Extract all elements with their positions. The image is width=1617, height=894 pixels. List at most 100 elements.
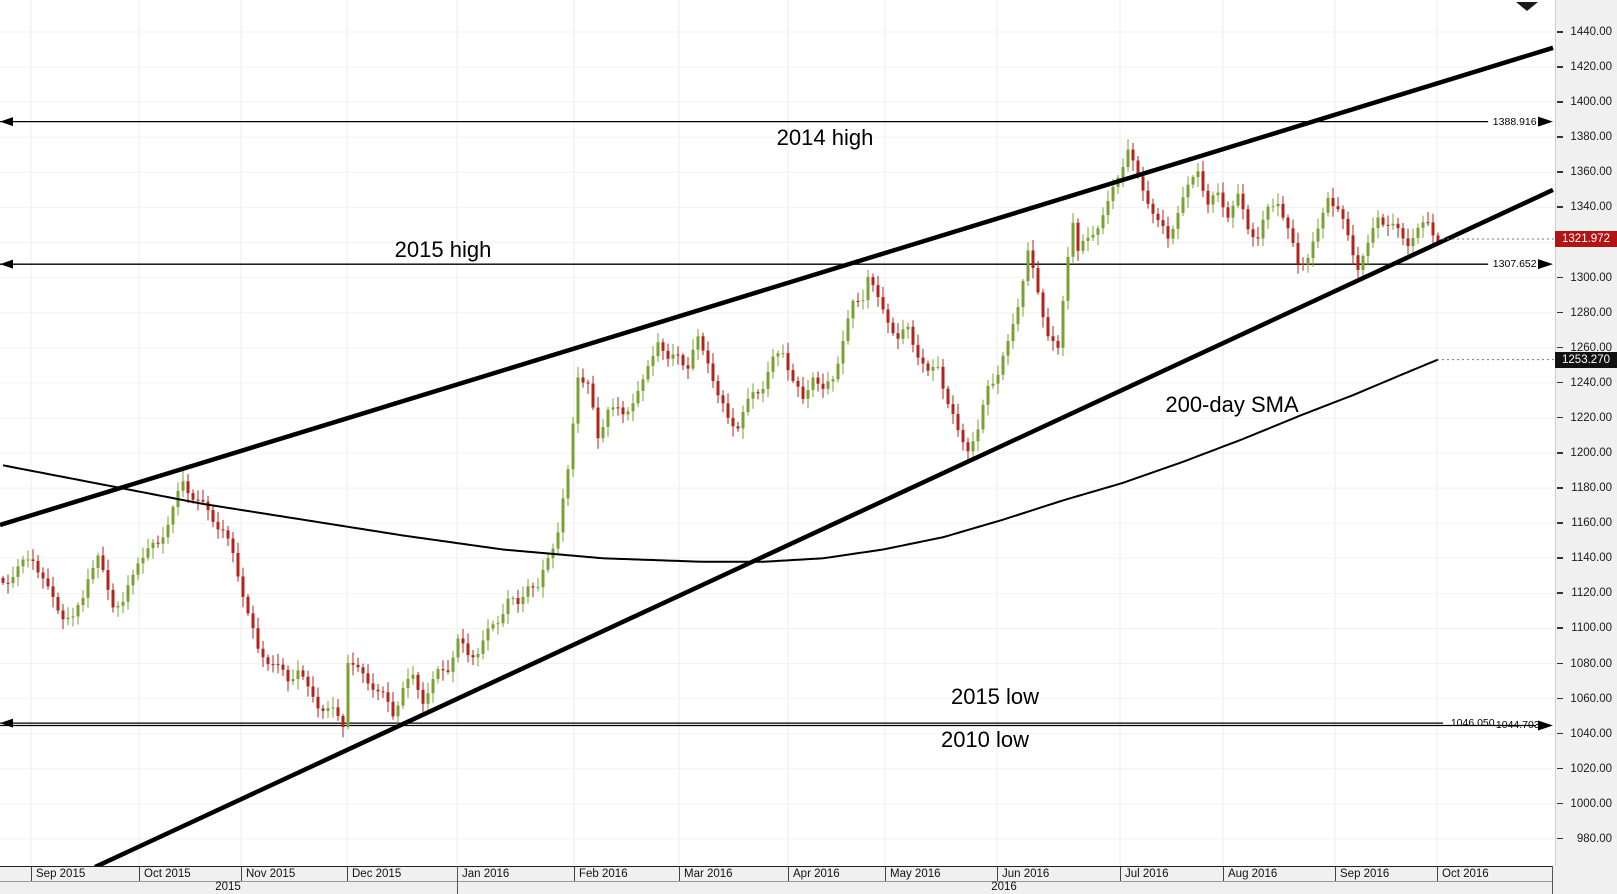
month-tick — [788, 867, 789, 881]
month-label: Oct 2015 — [144, 868, 191, 880]
tick-mark — [1557, 557, 1563, 559]
price-tick: 1160.00 — [1556, 517, 1617, 529]
level-price-label: 1044.703 — [1495, 719, 1540, 732]
current-price-badge: 1321.972 — [1555, 231, 1617, 248]
month-tick — [347, 867, 348, 881]
price-tick: 1420.00 — [1556, 61, 1617, 73]
month-tick — [31, 867, 32, 881]
price-tick: 1120.00 — [1556, 587, 1617, 599]
tick-mark — [1557, 487, 1563, 489]
month-label: Nov 2015 — [246, 868, 296, 880]
tick-mark — [1557, 837, 1563, 840]
tick-mark — [1557, 381, 1563, 384]
price-tick: 1180.00 — [1556, 482, 1617, 494]
price-tick-label: 1440.00 — [1570, 26, 1612, 38]
annotation-2015-low: 2015 low — [950, 684, 1040, 710]
price-tick-label: 1280.00 — [1570, 306, 1612, 319]
price-tick-label: 1360.00 — [1570, 166, 1612, 179]
price-tick-label: 1000.00 — [1570, 797, 1612, 810]
tick-mark — [1557, 346, 1563, 349]
month-tick — [139, 867, 140, 881]
year-label: 2016 — [991, 881, 1017, 893]
month-tick — [885, 867, 886, 881]
current-price-badge: 1253.270 — [1555, 351, 1617, 368]
price-tick: 1300.00 — [1556, 272, 1617, 284]
axis-right-divider — [1552, 866, 1553, 894]
time-axis-years: 2015 2016 — [0, 881, 1552, 894]
tick-mark — [1557, 662, 1563, 665]
price-tick-label: 1420.00 — [1570, 61, 1612, 74]
price-tick-label: 1400.00 — [1570, 96, 1612, 109]
tick-mark — [1557, 31, 1563, 33]
price-tick-label: 980.00 — [1576, 832, 1612, 845]
level-price-label: 1307.652 — [1492, 258, 1537, 271]
price-tick-label: 1220.00 — [1570, 411, 1612, 424]
month-label: Aug 2016 — [1228, 868, 1278, 880]
month-tick — [574, 867, 575, 881]
year-divider — [457, 866, 458, 894]
price-tick: 1360.00 — [1556, 166, 1617, 178]
level-price-label: 1388.916 — [1492, 115, 1537, 128]
price-tick: 1040.00 — [1556, 728, 1617, 740]
month-tick — [1437, 867, 1438, 881]
tick-mark — [1557, 416, 1563, 419]
chart-plot-area[interactable]: 1388.916 1307.652 1046.050 1044.703 2014 hig… — [0, 0, 1555, 866]
tick-mark — [1557, 452, 1563, 454]
annotation-2015-high: 2015 high — [394, 237, 492, 263]
tick-mark — [1557, 697, 1563, 700]
axis-corner — [1552, 866, 1617, 894]
month-label: Jul 2016 — [1125, 868, 1169, 880]
month-label: Sep 2016 — [1340, 868, 1390, 880]
price-tick: 1380.00 — [1556, 131, 1617, 143]
month-label: Mar 2016 — [684, 868, 733, 880]
price-tick: 980.00 — [1556, 833, 1617, 845]
price-tick-label: 1140.00 — [1571, 552, 1612, 565]
month-label: Feb 2016 — [579, 868, 628, 880]
tick-mark — [1557, 522, 1563, 524]
price-axis[interactable]: 1440.00 1420.00 1400.00 1380.00 1360.00 1340.… — [1555, 0, 1617, 866]
tick-mark — [1557, 171, 1563, 173]
tick-mark — [1557, 66, 1563, 68]
candlestick-chart — [0, 0, 1555, 866]
month-label: May 2016 — [890, 868, 941, 880]
price-tick: 1100.00 — [1556, 622, 1617, 634]
month-tick — [1120, 867, 1121, 881]
price-tick-label: 1180.00 — [1571, 482, 1612, 495]
month-tick — [679, 867, 680, 881]
price-tick: 1080.00 — [1556, 658, 1617, 670]
tick-mark — [1557, 732, 1563, 735]
price-tick: 1400.00 — [1556, 96, 1617, 108]
month-tick — [1223, 867, 1224, 881]
price-tick-label: 1120.00 — [1571, 587, 1612, 600]
month-tick — [241, 867, 242, 881]
month-label: Jan 2016 — [462, 868, 510, 880]
price-tick-label: 1260.00 — [1570, 341, 1612, 354]
tick-mark — [1557, 311, 1563, 314]
price-tick-label: 1040.00 — [1570, 727, 1612, 740]
month-label: Jun 2016 — [1002, 868, 1050, 880]
tick-mark — [1557, 206, 1563, 208]
price-tick-label: 1100.00 — [1571, 622, 1612, 635]
price-tick-label: 1020.00 — [1570, 762, 1612, 775]
price-tick-label: 1080.00 — [1570, 657, 1612, 670]
tick-mark — [1557, 136, 1563, 138]
month-tick — [1335, 867, 1336, 881]
price-tick: 1060.00 — [1556, 693, 1617, 705]
chart-scroll-indicator-icon[interactable] — [1516, 2, 1538, 11]
year-label: 2015 — [215, 881, 241, 893]
time-axis-months[interactable]: Sep 2015 Oct 2015 Nov 2015 Dec 2015 Jan 2016… — [0, 866, 1552, 882]
annotation-200-day-sma: 200-day SMA — [1165, 391, 1299, 417]
price-tick: 1240.00 — [1556, 377, 1617, 389]
tick-mark — [1557, 627, 1563, 629]
month-label: Dec 2015 — [352, 868, 402, 880]
price-tick-label: 1300.00 — [1570, 271, 1612, 284]
price-tick-label: 1160.00 — [1571, 517, 1612, 530]
month-label: Apr 2016 — [793, 868, 840, 880]
month-tick — [997, 867, 998, 881]
price-tick: 1260.00 — [1556, 342, 1617, 354]
price-tick-label: 1060.00 — [1570, 692, 1612, 705]
price-tick-label: 1340.00 — [1570, 201, 1612, 214]
price-tick: 1140.00 — [1556, 552, 1617, 564]
month-label: Sep 2015 — [36, 868, 86, 880]
